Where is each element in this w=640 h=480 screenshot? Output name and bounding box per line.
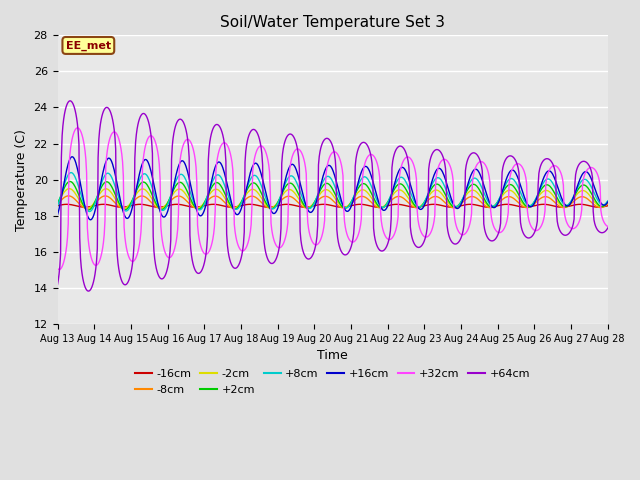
-16cm xyxy=(417,204,424,210)
+16cm xyxy=(207,182,214,188)
+64cm xyxy=(207,134,214,140)
+2cm xyxy=(84,207,92,213)
+8cm xyxy=(417,204,425,209)
Line: +2cm: +2cm xyxy=(58,181,608,210)
-2cm xyxy=(65,186,73,192)
+32cm xyxy=(417,229,425,235)
+2cm xyxy=(66,179,74,184)
-2cm xyxy=(417,203,425,209)
+2cm xyxy=(417,204,425,209)
X-axis label: Time: Time xyxy=(317,349,348,362)
+32cm xyxy=(207,245,214,251)
-2cm xyxy=(207,190,214,196)
+2cm xyxy=(122,207,129,213)
+8cm xyxy=(401,177,409,183)
+32cm xyxy=(55,267,63,273)
+8cm xyxy=(604,198,612,204)
+64cm xyxy=(417,243,425,249)
-8cm xyxy=(65,193,72,199)
+64cm xyxy=(63,100,71,106)
+32cm xyxy=(178,149,186,155)
+8cm xyxy=(63,173,71,179)
+16cm xyxy=(401,167,409,172)
+8cm xyxy=(86,209,93,215)
+64cm xyxy=(66,98,74,104)
+32cm xyxy=(65,221,72,227)
+16cm xyxy=(54,212,61,218)
-8cm xyxy=(604,201,612,207)
-8cm xyxy=(54,201,61,207)
Y-axis label: Temperature (C): Temperature (C) xyxy=(15,129,28,230)
-8cm xyxy=(207,195,214,201)
Title: Soil/Water Temperature Set 3: Soil/Water Temperature Set 3 xyxy=(220,15,445,30)
+8cm xyxy=(178,171,186,177)
-16cm xyxy=(54,203,61,209)
+64cm xyxy=(54,282,61,288)
+2cm xyxy=(401,185,409,191)
-16cm xyxy=(63,202,70,207)
Line: -16cm: -16cm xyxy=(58,204,608,207)
+16cm xyxy=(63,164,71,169)
Line: +64cm: +64cm xyxy=(58,101,608,291)
+32cm xyxy=(122,240,129,246)
+16cm xyxy=(122,215,129,220)
+32cm xyxy=(74,125,81,131)
-16cm xyxy=(206,202,214,207)
-8cm xyxy=(401,196,409,202)
-2cm xyxy=(122,205,129,211)
+2cm xyxy=(54,201,61,206)
+16cm xyxy=(604,199,612,205)
+32cm xyxy=(54,266,61,272)
Line: -8cm: -8cm xyxy=(58,196,608,208)
-16cm xyxy=(121,204,129,210)
-16cm xyxy=(595,204,602,210)
-8cm xyxy=(178,194,186,200)
-2cm xyxy=(54,200,61,205)
-16cm xyxy=(177,202,184,207)
-16cm xyxy=(65,202,72,207)
+2cm xyxy=(207,186,214,192)
+64cm xyxy=(401,148,409,154)
+64cm xyxy=(604,225,612,231)
-2cm xyxy=(604,199,612,205)
Text: EE_met: EE_met xyxy=(66,40,111,50)
+8cm xyxy=(54,203,61,209)
Line: +32cm: +32cm xyxy=(58,128,608,270)
+32cm xyxy=(604,224,612,229)
-2cm xyxy=(63,186,71,192)
Line: +16cm: +16cm xyxy=(58,157,608,220)
-8cm xyxy=(83,205,90,211)
-8cm xyxy=(417,204,425,209)
+16cm xyxy=(178,158,186,164)
+16cm xyxy=(86,217,94,223)
Line: -2cm: -2cm xyxy=(58,189,608,208)
-8cm xyxy=(63,193,71,199)
-16cm xyxy=(604,203,612,209)
+64cm xyxy=(178,117,186,122)
+64cm xyxy=(122,282,129,288)
-2cm xyxy=(401,191,409,196)
+32cm xyxy=(401,156,409,161)
Line: +8cm: +8cm xyxy=(58,173,608,212)
-8cm xyxy=(122,205,129,211)
+8cm xyxy=(67,170,75,176)
+16cm xyxy=(68,154,76,160)
+2cm xyxy=(178,180,186,186)
+2cm xyxy=(63,180,71,186)
+2cm xyxy=(604,199,612,204)
-16cm xyxy=(401,203,408,208)
Legend: -16cm, -8cm, -2cm, +2cm, +8cm, +16cm, +32cm, +64cm: -16cm, -8cm, -2cm, +2cm, +8cm, +16cm, +3… xyxy=(131,365,534,399)
+8cm xyxy=(122,208,129,214)
+16cm xyxy=(417,206,425,212)
+8cm xyxy=(207,184,214,190)
+64cm xyxy=(84,288,92,294)
-2cm xyxy=(178,187,186,192)
-2cm xyxy=(84,205,92,211)
